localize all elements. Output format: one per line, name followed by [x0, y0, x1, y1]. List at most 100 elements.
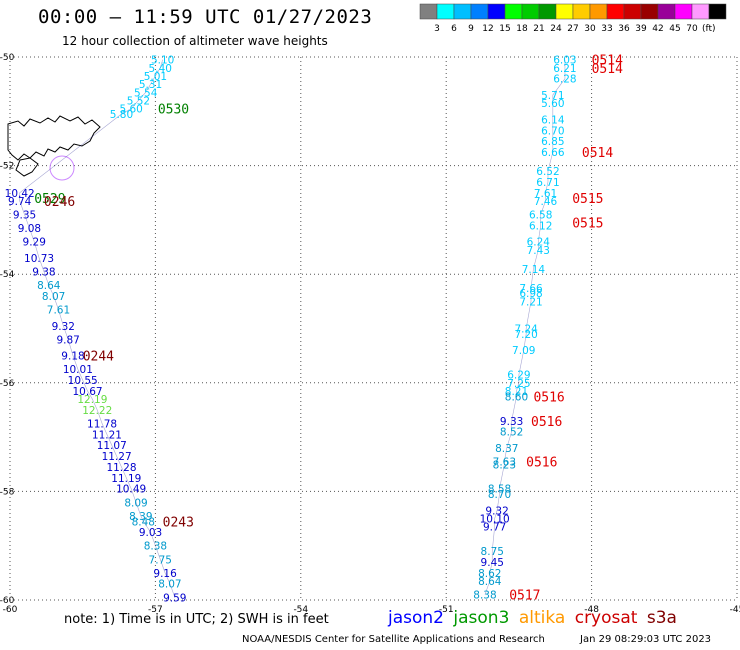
credit-text: NOAA/NESDIS Center for Satellite Applica… [242, 634, 545, 645]
wave-height-value: 7.75 [149, 554, 172, 566]
west-falkland-coast [15, 157, 39, 177]
wave-height-value: 11.78 [87, 419, 117, 431]
wave-height-value: 11.27 [102, 451, 132, 463]
wave-height-value: 11.28 [106, 462, 136, 474]
wave-height-value: 8.23 [493, 459, 516, 471]
wave-height-value: 5.40 [149, 63, 172, 75]
wave-height-value: 7.09 [512, 345, 535, 357]
colorbar-tick-label: 3 [434, 24, 440, 34]
wave-height-value: 6.85 [541, 136, 564, 148]
wave-height-value: 9.18 [61, 351, 84, 363]
pass-time-label: 0516 [526, 456, 557, 471]
lat-tick-label: -58 [0, 487, 15, 497]
wave-height-value: 7.46 [534, 196, 558, 208]
wave-height-value: 5.52 [127, 95, 150, 107]
wave-height-value: 8.07 [158, 579, 181, 591]
lon-tick-label: -48 [584, 605, 599, 615]
wave-height-value: 10.55 [68, 375, 98, 387]
wave-height-value: 6.71 [536, 177, 559, 189]
wave-height-value: 9.32 [485, 505, 508, 517]
wave-height-value: 10.01 [63, 364, 93, 376]
wave-height-value: 9.08 [18, 223, 41, 235]
pass-time-label: 0516 [533, 390, 564, 405]
colorbar-swatch [708, 3, 727, 20]
colorbar-tick-label: 36 [618, 24, 630, 34]
colorbar-tick-label: 18 [516, 24, 528, 34]
colorbar-tick-label: 42 [652, 24, 663, 34]
colorbar-tick-label: 45 [669, 24, 680, 34]
pass-time-label: 0529 [34, 192, 65, 207]
pass-time-label: 0516 [531, 415, 562, 430]
wave-height-value: 5.80 [110, 109, 133, 121]
wave-height-value: 10.67 [73, 386, 103, 398]
wave-height-value: 6.21 [553, 63, 576, 75]
wave-height-value: 6.52 [536, 166, 559, 178]
wave-height-value: 6.70 [541, 125, 564, 137]
generated-timestamp: Jan 29 08:29:03 UTC 2023 [580, 634, 712, 645]
pass-time-label: 0514 [592, 54, 623, 69]
wave-height-value: 9.59 [163, 592, 186, 604]
wave-height-value: 8.52 [500, 427, 523, 439]
east-falkland-coast [7, 115, 101, 161]
credit-line: NOAA/NESDIS Center for Satellite Applica… [242, 634, 711, 645]
wave-height-value: 9.29 [23, 237, 46, 249]
wave-height-value: 11.19 [111, 473, 141, 485]
wave-height-value: 6.66 [541, 147, 565, 159]
lat-tick-label: -50 [0, 53, 15, 63]
track-line [19, 59, 176, 598]
satellite-legend: jason2 jason3 altika cryosat s3a [388, 608, 681, 628]
lon-tick-label: -51 [439, 605, 454, 615]
pass-time-label: 0515 [572, 192, 603, 207]
wave-height-value: 8.62 [478, 568, 501, 580]
colorbar-tick-label: 6 [451, 24, 457, 34]
wave-height-value: 9.87 [56, 334, 79, 346]
wave-height-value: 7.43 [527, 245, 550, 257]
wave-height-value: 9.33 [500, 416, 523, 428]
pass-time-label: 0515 [572, 217, 603, 232]
lon-tick-label: -60 [3, 605, 18, 615]
lat-tick-label: -60 [0, 596, 15, 606]
page-subtitle: 12 hour collection of altimeter wave hei… [62, 34, 328, 48]
colorbar-tick-label: 39 [635, 24, 647, 34]
colorbar-tick-label: 24 [550, 24, 562, 34]
wave-height-value: 5.31 [139, 79, 162, 91]
wave-height-value: 7.66 [519, 283, 543, 295]
page-title: 00:00 – 11:59 UTC 01/27/2023 [38, 6, 373, 28]
wave-height-value: 5.60 [541, 98, 564, 110]
wave-height-value: 7.25 [507, 378, 530, 390]
wave-height-value: 9.77 [483, 522, 506, 534]
falkland-islands-outline [7, 115, 101, 181]
lat-tick-label: -56 [0, 379, 15, 389]
satellite-jason2: jason2 [388, 608, 444, 628]
wave-height-value: 11.07 [97, 440, 127, 452]
wave-height-value: 7.63 [493, 457, 516, 469]
map-frame [10, 57, 737, 600]
satellite-s3a: s3a [646, 608, 677, 628]
wave-height-value: 6.14 [541, 114, 565, 126]
wave-height-value: 8.58 [488, 484, 511, 496]
sample-circle [49, 155, 75, 181]
wave-height-value: 12.19 [77, 394, 107, 406]
lon-tick-label: -45 [730, 605, 740, 615]
wave-height-colorbar: 3 6 9 12 15 18 21 24 27 30 33 36 39 42 45 70 (ft) [419, 3, 727, 34]
satellite-altika: altika [518, 608, 566, 628]
wave-height-value: 7.14 [522, 264, 546, 276]
wave-height-value: 8.21 [505, 386, 528, 398]
colorbar-tick-label: 33 [601, 24, 612, 34]
track-line [484, 59, 566, 595]
lon-tick-label: -57 [148, 605, 163, 615]
wave-height-value: 11.21 [92, 429, 122, 441]
wave-height-value: 7.20 [514, 329, 537, 341]
wave-height-value: 8.64 [478, 576, 502, 588]
pass-time-label: 0246 [44, 195, 75, 210]
wave-height-value: 7.61 [534, 188, 557, 200]
wave-height-value: 6.03 [553, 55, 576, 67]
wave-height-value: 9.16 [153, 568, 177, 580]
wave-height-value: 10.49 [116, 484, 146, 496]
wave-height-value: 8.48 [132, 516, 155, 528]
wave-height-value: 9.32 [52, 321, 75, 333]
satellite-jason3: jason3 [453, 608, 510, 628]
wave-height-value: 6.98 [519, 288, 542, 300]
wave-height-value: 8.37 [495, 443, 518, 455]
